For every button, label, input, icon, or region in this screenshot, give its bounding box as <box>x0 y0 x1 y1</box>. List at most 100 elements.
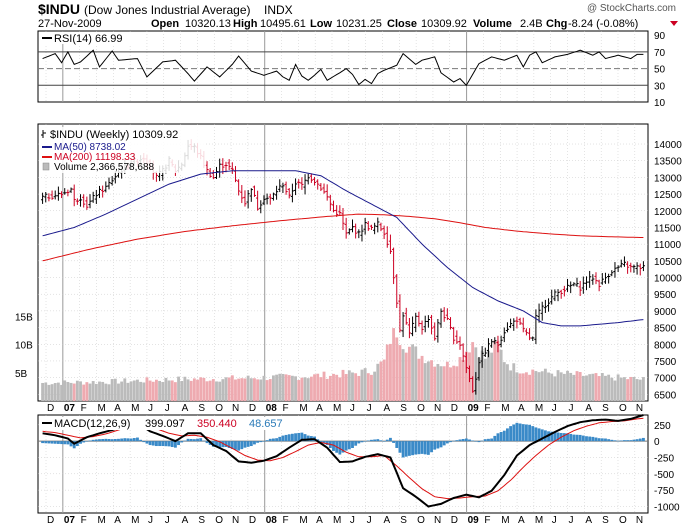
price-bar <box>82 194 86 208</box>
macd-histogram-bar <box>445 441 449 444</box>
volume-bar <box>543 368 547 401</box>
price-y-tick: 8000 <box>654 340 677 351</box>
price-bar <box>224 161 228 173</box>
x-tick-label: J <box>350 403 355 414</box>
price-bar <box>569 281 573 294</box>
macd-histogram-bar <box>113 439 117 442</box>
price-bar <box>319 183 323 192</box>
volume-bar <box>151 381 155 401</box>
volume-bar <box>458 357 462 401</box>
price-bar <box>635 262 639 275</box>
price-y-tick: 7500 <box>654 357 677 368</box>
price-bar <box>398 294 402 333</box>
x-tick-label: A <box>383 515 390 526</box>
macd-histogram-bar <box>528 424 531 442</box>
macd-histogram-bar <box>604 438 607 442</box>
price-bar <box>550 289 554 305</box>
macd-histogram-bar <box>347 441 351 450</box>
price-bar <box>603 272 608 284</box>
macd-histogram-bar <box>392 441 396 443</box>
macd-value: 399.097 <box>145 418 185 430</box>
macd-histogram-bar <box>136 437 139 442</box>
macd-histogram-bar <box>629 440 633 442</box>
volume-bar <box>366 373 370 401</box>
volume-bar <box>629 376 633 401</box>
macd-histogram-bar <box>382 441 386 442</box>
volume-bar <box>591 373 595 401</box>
macd-histogram-bar <box>237 441 241 451</box>
volume-bar <box>480 350 484 401</box>
volume-bar <box>123 378 127 401</box>
price-bar <box>59 191 64 199</box>
macd-histogram-bar <box>363 441 367 442</box>
volume-bar <box>540 371 544 401</box>
volume-bar <box>234 379 237 401</box>
price-bar <box>357 229 361 239</box>
macd-histogram-bar <box>518 423 522 442</box>
macd-histogram-value: 48.657 <box>249 418 283 430</box>
rsi-legend-bg <box>40 32 136 44</box>
x-tick-label: M <box>131 403 139 414</box>
macd-histogram-bar <box>155 441 158 447</box>
macd-histogram-bar <box>199 438 203 442</box>
volume-bar <box>344 374 348 401</box>
price-bar <box>543 299 547 313</box>
x-tick-label: S <box>602 515 609 526</box>
macd-y-tick: -1000 <box>654 502 680 513</box>
volume-bar <box>414 346 418 401</box>
macd-histogram-bar <box>246 441 250 447</box>
price-y-tick: 9500 <box>654 290 677 301</box>
macd-histogram-bar <box>404 441 408 457</box>
price-bar <box>335 205 339 217</box>
price-bar <box>268 193 272 205</box>
macd-histogram-bar <box>521 424 525 442</box>
volume-bar <box>461 360 465 401</box>
rsi-y-tick: 10 <box>654 98 666 109</box>
rsi-line <box>42 49 644 87</box>
price-bar <box>401 312 405 338</box>
volume-bar <box>483 358 487 401</box>
macd-panel <box>37 414 649 514</box>
macd-histogram-bar <box>493 435 497 442</box>
macd-histogram-bar <box>626 440 630 442</box>
price-bar <box>518 317 522 326</box>
macd-histogram-bar <box>566 433 569 442</box>
macd-histogram-bar <box>234 441 237 450</box>
volume-bar <box>145 377 149 401</box>
macd-histogram-bar <box>221 441 225 448</box>
macd-histogram-bar <box>151 441 155 446</box>
price-bar <box>521 317 525 333</box>
volume-bar <box>585 375 588 401</box>
macd-histogram-bar <box>607 439 611 442</box>
volume-bar <box>56 382 60 401</box>
volume-bar <box>139 381 143 401</box>
volume-bar <box>75 380 79 401</box>
x-tick-label: A <box>182 403 189 414</box>
volume-bar <box>597 376 601 401</box>
volume-bar <box>259 379 263 401</box>
volume-bar <box>436 363 440 401</box>
macd-histogram-bar <box>597 438 601 442</box>
volume-bar <box>325 378 329 401</box>
macd-histogram-bar <box>515 422 519 442</box>
macd-histogram-bar <box>297 432 301 442</box>
volume-bar <box>547 372 550 401</box>
volume-bar <box>237 378 241 401</box>
macd-histogram-bar <box>186 438 190 442</box>
x-tick-label: N <box>232 515 239 526</box>
macd-histogram-bar <box>360 441 364 443</box>
x-tick-label: J <box>148 515 153 526</box>
macd-histogram-bar <box>610 439 614 442</box>
price-bar <box>227 159 231 171</box>
macd-histogram-bar <box>641 437 645 442</box>
macd-histogram-bar <box>47 441 51 444</box>
macd-histogram-bar <box>411 441 414 456</box>
price-bar <box>439 308 443 328</box>
macd-legend-label: MACD(12,26,9) <box>54 418 130 430</box>
price-bar <box>281 182 285 194</box>
chart-name: (Dow Jones Industrial Average) <box>84 3 251 17</box>
volume-bar <box>556 370 560 401</box>
macd-histogram-bar <box>414 441 418 455</box>
volume-layer <box>41 328 645 401</box>
price-bar <box>233 166 238 183</box>
